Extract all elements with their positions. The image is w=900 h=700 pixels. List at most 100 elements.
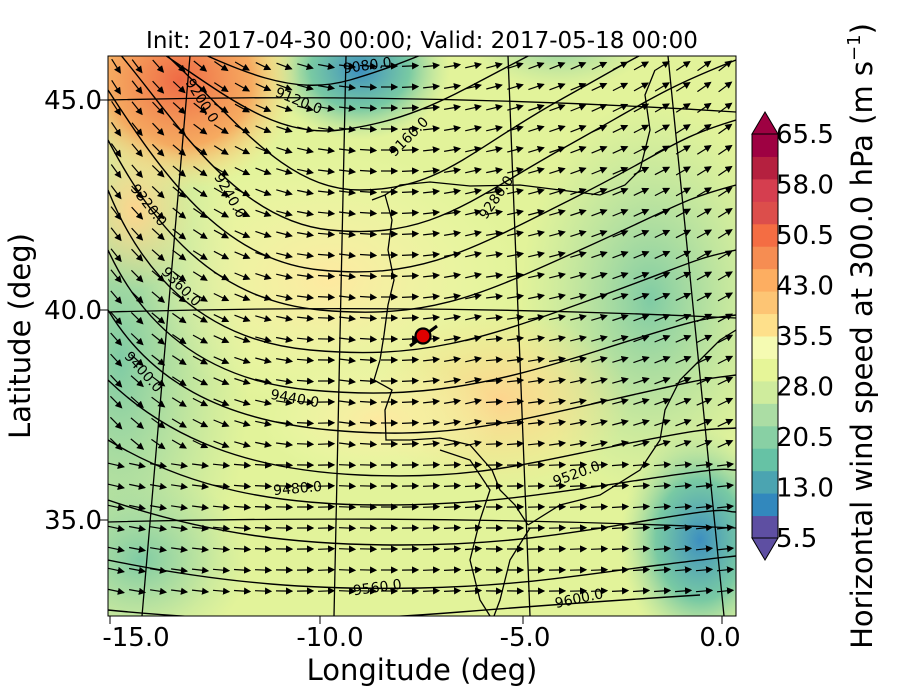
wind-vector <box>193 123 208 135</box>
colorbar-segment <box>752 336 778 359</box>
wind-vector <box>611 524 630 532</box>
wind-vector <box>675 229 692 239</box>
wind-vector <box>549 61 566 70</box>
wind-vector <box>423 104 441 112</box>
wind-vector <box>717 503 735 511</box>
x-axis: -15.0 -10.0 -5.0 0.0 Longitude (deg) <box>102 616 741 687</box>
wind-vector <box>401 419 420 427</box>
wind-vector <box>339 356 357 364</box>
wind-vector <box>675 397 692 406</box>
location-marker <box>409 324 438 348</box>
wind-vector <box>654 124 671 134</box>
wind-vector <box>611 587 630 595</box>
wind-vector <box>110 374 123 388</box>
wind-vector <box>486 125 503 133</box>
graticule <box>108 56 736 616</box>
wind-vector <box>212 524 231 532</box>
wind-vector <box>695 482 714 490</box>
x-axis-label: Longitude (deg) <box>307 653 538 687</box>
wind-vector <box>612 419 629 426</box>
wind-vector <box>193 81 208 93</box>
wind-vector <box>297 293 315 301</box>
wind-vector <box>401 230 420 238</box>
wind-vector <box>192 461 210 469</box>
wind-vector <box>465 209 482 217</box>
wind-vector <box>612 187 629 196</box>
wind-vector <box>276 251 293 259</box>
wind-vector <box>110 185 122 200</box>
wind-vector <box>423 146 441 154</box>
wind-vector <box>696 418 713 427</box>
wind-vector <box>507 61 524 69</box>
wind-vector <box>108 587 125 595</box>
wind-vector <box>359 62 378 70</box>
wind-vector <box>296 398 315 406</box>
wind-vector <box>632 461 651 469</box>
wind-vector <box>696 376 713 385</box>
wind-vector <box>570 208 587 217</box>
wind-vector <box>633 397 650 405</box>
wind-vector <box>317 272 336 280</box>
wind-vector <box>192 271 208 281</box>
wind-vector <box>172 186 187 198</box>
wind-vector <box>633 292 650 301</box>
wind-vector <box>317 230 336 238</box>
wind-vector <box>718 60 733 72</box>
wind-vector <box>570 229 587 237</box>
wind-vectors <box>108 58 735 595</box>
wind-vector <box>695 587 714 595</box>
wind-vector <box>172 123 186 136</box>
wind-vector <box>570 293 587 300</box>
wind-vector <box>674 503 693 511</box>
wind-vector <box>192 418 209 428</box>
wind-vector <box>465 335 482 343</box>
wind-vector <box>276 440 294 448</box>
colorbar-segment <box>752 246 778 270</box>
colorbar-segment <box>752 156 778 180</box>
wind-vector <box>569 482 588 490</box>
wind-vector <box>401 377 420 385</box>
contour-label: 9560.0 <box>352 577 403 600</box>
wind-vector <box>507 188 524 196</box>
wind-vector <box>464 566 483 574</box>
wind-vector <box>130 311 144 325</box>
wind-vector <box>506 272 525 280</box>
wind-vector <box>212 566 231 574</box>
wind-vector <box>193 144 208 156</box>
wind-vector <box>255 125 272 134</box>
wind-vector <box>507 209 524 217</box>
y-axis: 45.0 40.0 35.0 Latitude (deg) <box>3 86 108 536</box>
colorbar-tick-label: 65.5 <box>776 120 834 150</box>
wind-vector <box>570 377 587 385</box>
wind-vector <box>234 251 251 260</box>
wind-vector <box>612 250 629 259</box>
wind-vector <box>212 461 231 469</box>
colorbar-segment <box>752 223 778 247</box>
wind-vector <box>255 167 272 176</box>
wind-vector <box>297 63 314 71</box>
wind-vector <box>716 566 735 574</box>
wind-vector <box>590 524 609 532</box>
wind-vector <box>528 103 545 112</box>
wind-vector <box>151 354 166 366</box>
colorbar-segment <box>752 134 778 157</box>
wind-vector <box>486 104 503 112</box>
wind-vector <box>212 503 231 511</box>
wind-vector <box>339 314 357 322</box>
wind-vector <box>255 62 272 71</box>
y-tick-label: 40.0 <box>44 296 102 326</box>
wind-vector <box>612 355 629 363</box>
wind-vector <box>612 292 629 301</box>
wind-vector <box>443 482 462 490</box>
wind-vector <box>192 503 210 511</box>
wind-vector <box>717 271 733 281</box>
wind-vector <box>717 461 735 469</box>
wind-vector <box>339 209 357 217</box>
wind-vector <box>423 293 441 301</box>
colorbar-segment <box>752 448 778 472</box>
colorbar-tick-label: 43.0 <box>776 272 834 302</box>
wind-vector <box>423 377 441 385</box>
wind-vector <box>423 167 441 175</box>
colorbar-segment <box>752 291 778 315</box>
